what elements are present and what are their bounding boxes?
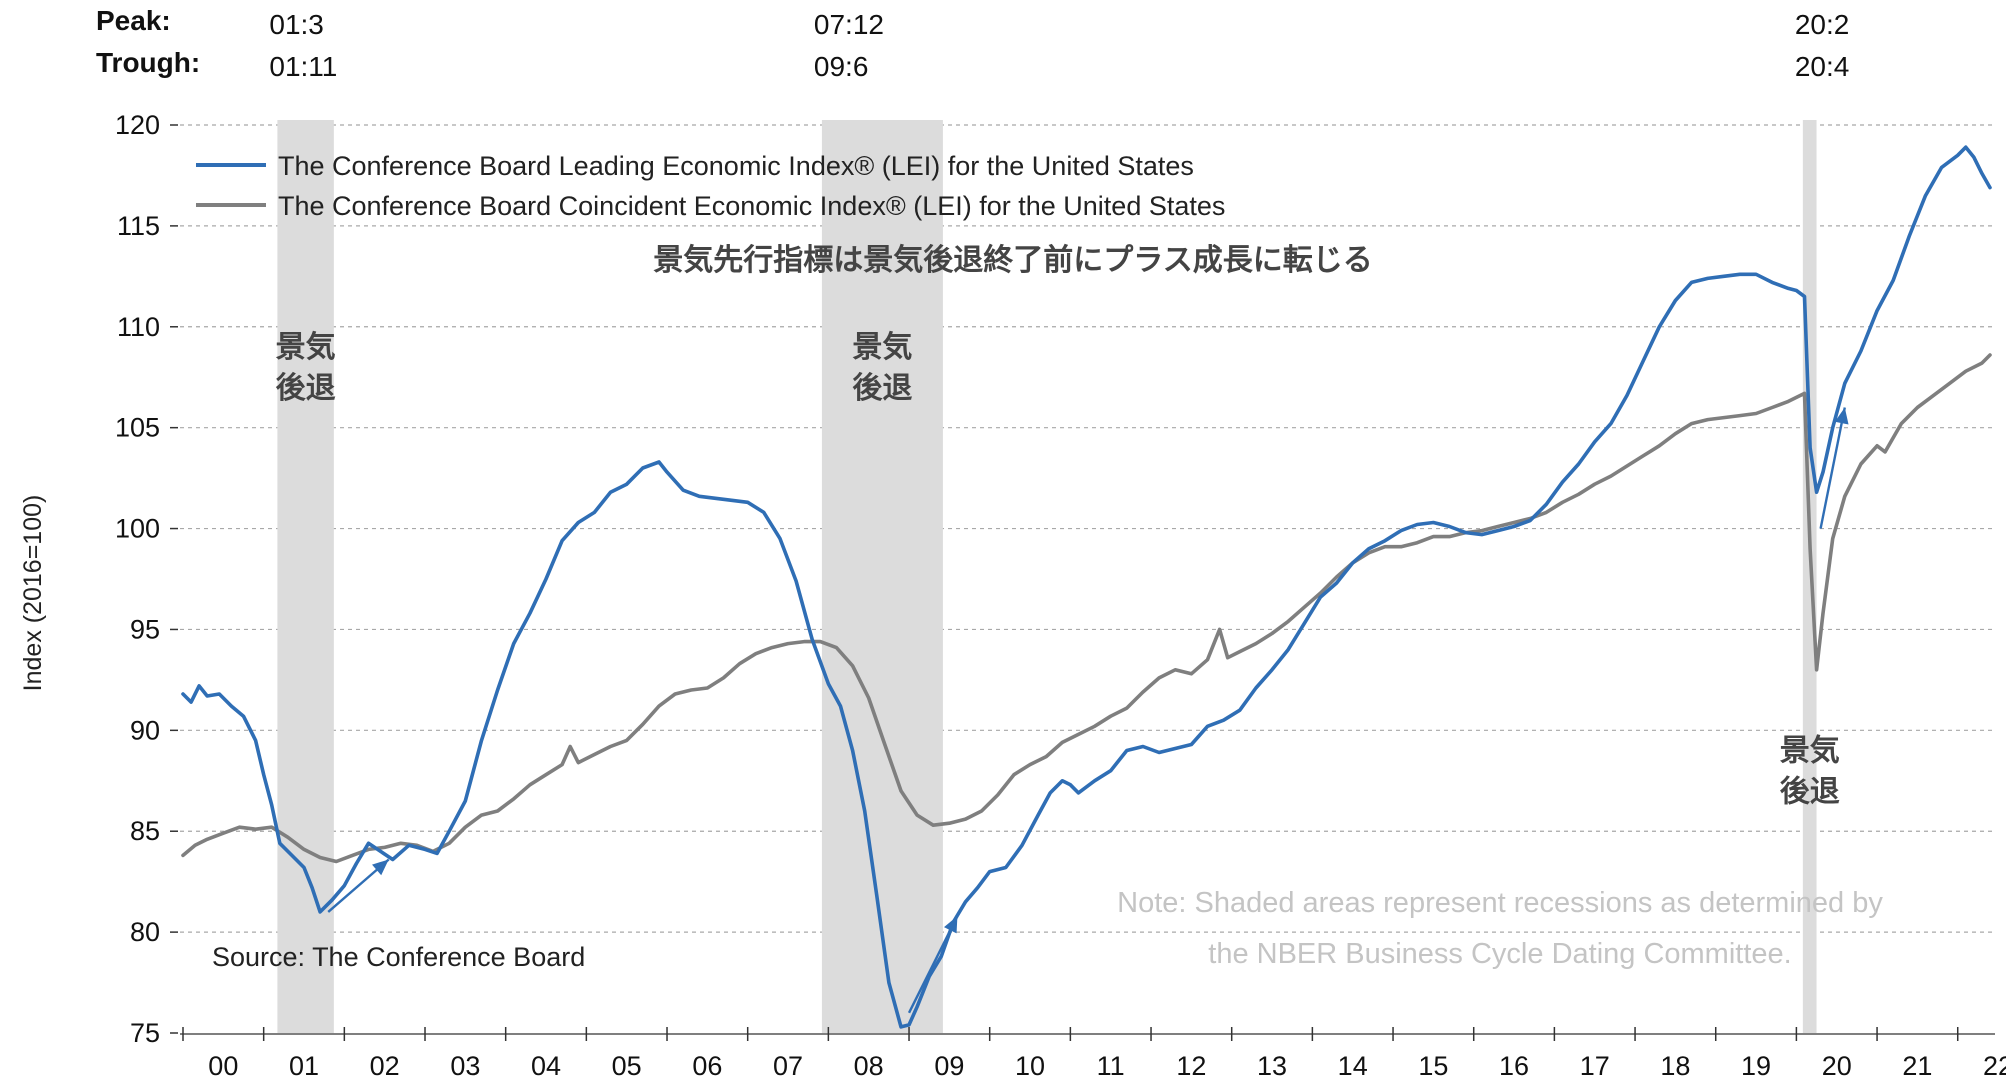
x-tick-label: 17 (1580, 1051, 1610, 1081)
recession-label-1: 後退 (276, 371, 336, 406)
x-tick-label: 09 (934, 1051, 964, 1081)
x-tick-label: 05 (612, 1051, 642, 1081)
trough-date-2: 09:6 (814, 51, 869, 82)
x-tick-label: 21 (1902, 1051, 1932, 1081)
x-tick-label: 02 (370, 1051, 400, 1081)
header-trough-label: Trough: (96, 47, 200, 78)
recession-label-2: 景気 (852, 330, 912, 365)
trend-arrow-2 (907, 915, 959, 1014)
y-tick-label: 75 (130, 1018, 160, 1048)
x-tick-label: 20 (1822, 1051, 1852, 1081)
trough-date-3: 20:4 (1795, 51, 1850, 82)
x-tick-label: 03 (450, 1051, 480, 1081)
recession-band-2 (821, 120, 943, 1033)
legend: The Conference Board Leading Economic In… (196, 151, 1225, 221)
recession-label-3: 後退 (1780, 775, 1840, 810)
gridlines (180, 124, 1995, 933)
y-tick-label: 90 (130, 715, 160, 745)
y-tick-label: 105 (115, 413, 160, 443)
y-tick-label: 115 (117, 211, 160, 241)
recession-label-3: 景気 (1780, 734, 1840, 769)
x-tick-label: 08 (854, 1051, 884, 1081)
y-tick-label: 110 (117, 312, 160, 342)
note-line-1: Note: Shaded areas represent recessions … (1117, 887, 1883, 919)
x-tick-label: 07 (773, 1051, 803, 1081)
y-tick-label: 80 (130, 917, 160, 947)
y-tick-label: 120 (115, 110, 160, 140)
note-line-2: the NBER Business Cycle Dating Committee… (1208, 938, 1791, 970)
header-peak-label: Peak: (96, 5, 171, 36)
x-tick-label: 10 (1015, 1051, 1045, 1081)
x-tick-label: 00 (208, 1051, 238, 1081)
x-tick-label: 16 (1499, 1051, 1529, 1081)
chart-title: 景気先行指標は景気後退終了前にプラス成長に転じる (653, 243, 1372, 278)
source-label: Source: The Conference Board (212, 942, 585, 972)
y-axis-title: Index (2016=100) (19, 495, 47, 692)
peak-date-3: 20:2 (1795, 9, 1850, 40)
y-tick-label: 100 (115, 514, 160, 544)
annotations: 景気先行指標は景気後退終了前にプラス成長に転じる Source: The Con… (19, 5, 1883, 972)
series-line-1 (181, 145, 1992, 1029)
x-tick-label: 14 (1338, 1051, 1368, 1081)
legend-label-1: The Conference Board Leading Economic In… (278, 151, 1194, 181)
trend-arrow-head-2 (944, 915, 958, 934)
trend-arrow-head-3 (1834, 407, 1849, 425)
y-tick-label: 85 (130, 816, 160, 846)
x-tick-label: 12 (1176, 1051, 1206, 1081)
x-tick-label: 19 (1741, 1051, 1771, 1081)
x-tick-label: 18 (1660, 1051, 1690, 1081)
trough-date-1: 01:11 (269, 51, 337, 82)
recession-label-1: 景気 (276, 330, 336, 365)
recession-band-1 (277, 120, 334, 1033)
axes: 75 80 85 90 95 100 105 110 115 120 00 01 02 03 04 05 06 0… (115, 110, 2006, 1081)
x-tick-label: 15 (1418, 1051, 1448, 1081)
x-tick-label: 11 (1097, 1051, 1125, 1081)
x-tick-label: 13 (1257, 1051, 1287, 1081)
y-tick-label: 95 (130, 614, 160, 644)
arrows (327, 407, 1849, 1014)
x-tick-label: 22 (1983, 1051, 2006, 1081)
series-lines (181, 145, 1992, 1029)
peak-date-1: 01:3 (269, 9, 324, 40)
trend-arrow-head-1 (372, 859, 389, 876)
peak-date-2: 07:12 (814, 9, 884, 40)
x-tick-label: 06 (692, 1051, 722, 1081)
series-line-2 (181, 353, 1992, 864)
x-tick-label: 01 (289, 1051, 319, 1081)
legend-label-2: The Conference Board Coincident Economic… (278, 191, 1225, 221)
recession-label-2: 後退 (852, 371, 912, 406)
trend-arrow-3 (1819, 407, 1846, 529)
x-tick-label: 04 (531, 1051, 561, 1081)
